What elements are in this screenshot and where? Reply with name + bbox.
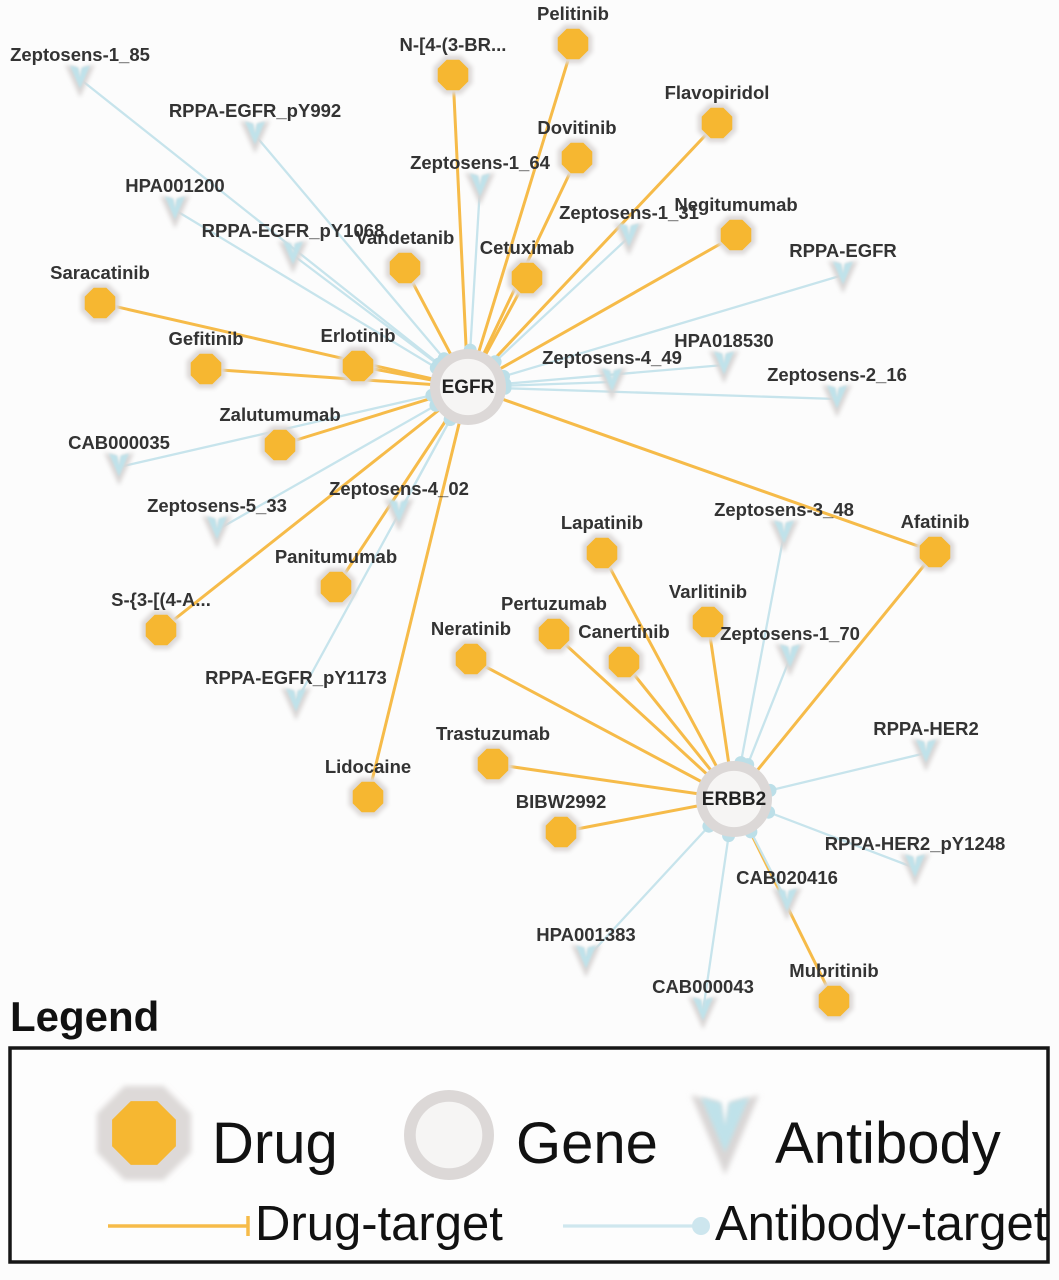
svg-text:Afatinib: Afatinib [901,511,970,532]
svg-text:Gefitinib: Gefitinib [168,328,243,349]
svg-text:Flavopiridol: Flavopiridol [665,82,770,103]
svg-text:Drug: Drug [212,1111,338,1176]
svg-text:CAB000043: CAB000043 [652,976,754,997]
svg-text:Trastuzumab: Trastuzumab [436,723,550,744]
svg-text:Lapatinib: Lapatinib [561,512,643,533]
svg-text:Legend: Legend [10,993,159,1040]
svg-text:Zeptosens-1_31: Zeptosens-1_31 [559,202,699,223]
svg-text:CAB000035: CAB000035 [68,432,170,453]
svg-text:RPPA-HER2_pY1248: RPPA-HER2_pY1248 [825,833,1006,854]
svg-text:Mubritinib: Mubritinib [789,960,878,981]
svg-text:Neratinib: Neratinib [431,618,511,639]
svg-text:HPA001383: HPA001383 [536,924,635,945]
svg-text:Dovitinib: Dovitinib [537,117,616,138]
svg-text:BIBW2992: BIBW2992 [516,791,606,812]
svg-text:Pelitinib: Pelitinib [537,3,609,24]
svg-text:Drug-target: Drug-target [255,1197,503,1251]
svg-text:Zeptosens-5_33: Zeptosens-5_33 [147,495,287,516]
svg-text:RPPA-EGFR_pY992: RPPA-EGFR_pY992 [169,100,341,121]
svg-text:Pertuzumab: Pertuzumab [501,593,607,614]
svg-text:RPPA-EGFR_pY1173: RPPA-EGFR_pY1173 [205,667,387,688]
svg-text:CAB020416: CAB020416 [736,867,838,888]
svg-text:Cetuximab: Cetuximab [480,237,575,258]
svg-text:RPPA-HER2: RPPA-HER2 [873,718,979,739]
svg-text:Zeptosens-4_02: Zeptosens-4_02 [329,478,469,499]
svg-text:Lidocaine: Lidocaine [325,756,411,777]
svg-text:HPA001200: HPA001200 [125,175,224,196]
svg-text:Zeptosens-1_64: Zeptosens-1_64 [410,152,551,173]
svg-text:Saracatinib: Saracatinib [50,262,150,283]
svg-text:Antibody: Antibody [775,1111,1001,1176]
svg-text:Gene: Gene [516,1111,658,1176]
svg-text:Varlitinib: Varlitinib [669,581,747,602]
svg-text:RPPA-EGFR: RPPA-EGFR [789,240,897,261]
svg-text:HPA018530: HPA018530 [674,330,773,351]
svg-text:ERBB2: ERBB2 [702,789,766,810]
svg-text:Erlotinib: Erlotinib [320,325,395,346]
svg-text:Zeptosens-3_48: Zeptosens-3_48 [714,499,854,520]
svg-text:RPPA-EGFR_pY1068: RPPA-EGFR_pY1068 [202,220,385,241]
svg-text:Antibody-target: Antibody-target [715,1197,1048,1251]
svg-text:Canertinib: Canertinib [578,621,669,642]
svg-text:EGFR: EGFR [442,377,495,398]
svg-text:Zeptosens-4_49: Zeptosens-4_49 [542,347,682,368]
svg-text:N-[4-(3-BR...: N-[4-(3-BR... [400,34,507,55]
svg-text:Zeptosens-1_70: Zeptosens-1_70 [720,623,860,644]
svg-text:Zeptosens-1_85: Zeptosens-1_85 [10,44,150,65]
svg-text:Zeptosens-2_16: Zeptosens-2_16 [767,364,907,385]
svg-text:Zalutumumab: Zalutumumab [219,404,340,425]
svg-text:S-{3-[(4-A...: S-{3-[(4-A... [111,589,211,610]
svg-text:Panitumumab: Panitumumab [275,546,397,567]
